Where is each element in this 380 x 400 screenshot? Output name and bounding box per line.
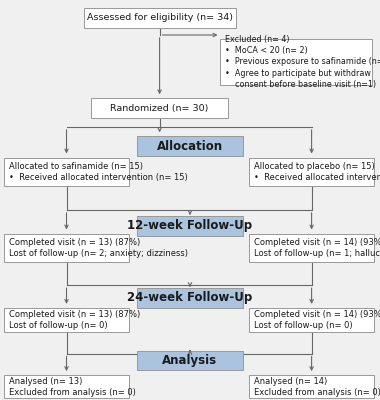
FancyBboxPatch shape	[249, 308, 374, 332]
Text: Allocation: Allocation	[157, 140, 223, 152]
FancyBboxPatch shape	[249, 375, 374, 398]
Text: Analysis: Analysis	[162, 354, 218, 367]
Text: Completed visit (n = 14) (93%)
Lost of follow-up (n= 0): Completed visit (n = 14) (93%) Lost of f…	[254, 310, 380, 330]
Text: Allocated to placebo (n= 15)
•  Received allocated intervention (n= 15): Allocated to placebo (n= 15) • Received …	[254, 162, 380, 182]
Text: Analysed (n= 14)
Excluded from analysis (n= 0): Analysed (n= 14) Excluded from analysis …	[254, 377, 380, 397]
FancyBboxPatch shape	[249, 234, 374, 262]
Text: Excluded (n= 4)
•  MoCA < 20 (n= 2)
•  Previous exposure to safinamide (n=1)
•  : Excluded (n= 4) • MoCA < 20 (n= 2) • Pre…	[225, 35, 380, 89]
FancyBboxPatch shape	[4, 234, 129, 262]
Text: 12-week Follow-Up: 12-week Follow-Up	[127, 220, 253, 232]
Text: Completed visit (n = 14) (93%)
Lost of follow-up (n= 1; hallucinations): Completed visit (n = 14) (93%) Lost of f…	[254, 238, 380, 258]
FancyBboxPatch shape	[137, 351, 243, 370]
Text: Analysed (n= 13)
Excluded from analysis (n= 0): Analysed (n= 13) Excluded from analysis …	[9, 377, 136, 397]
FancyBboxPatch shape	[137, 136, 243, 156]
FancyBboxPatch shape	[84, 8, 236, 28]
FancyBboxPatch shape	[220, 39, 372, 85]
FancyBboxPatch shape	[4, 158, 129, 186]
FancyBboxPatch shape	[137, 288, 243, 308]
Text: Completed visit (n = 13) (87%)
Lost of follow-up (n= 0): Completed visit (n = 13) (87%) Lost of f…	[9, 310, 140, 330]
Text: 24-week Follow-Up: 24-week Follow-Up	[127, 292, 253, 304]
FancyBboxPatch shape	[137, 216, 243, 236]
FancyBboxPatch shape	[91, 98, 228, 118]
Text: Assessed for eligibility (n= 34): Assessed for eligibility (n= 34)	[87, 14, 233, 22]
FancyBboxPatch shape	[4, 375, 129, 398]
Text: Allocated to safinamide (n= 15)
•  Received allocated intervention (n= 15): Allocated to safinamide (n= 15) • Receiv…	[9, 162, 187, 182]
FancyBboxPatch shape	[249, 158, 374, 186]
Text: Randomized (n= 30): Randomized (n= 30)	[111, 104, 209, 112]
FancyBboxPatch shape	[4, 308, 129, 332]
Text: Completed visit (n = 13) (87%)
Lost of follow-up (n= 2; anxiety; dizziness): Completed visit (n = 13) (87%) Lost of f…	[9, 238, 188, 258]
